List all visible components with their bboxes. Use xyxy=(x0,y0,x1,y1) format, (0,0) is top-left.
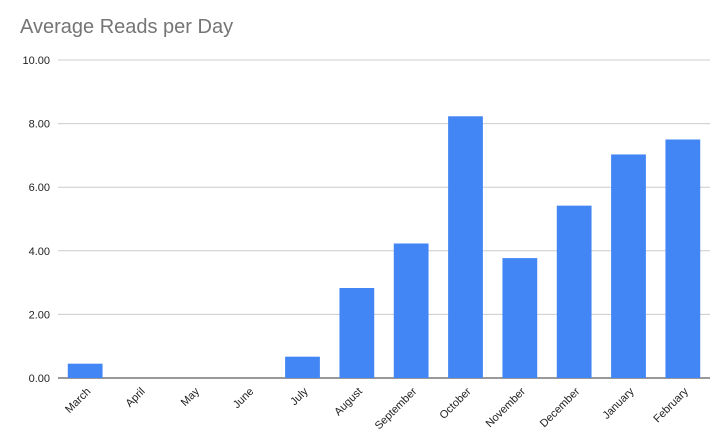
bar-august xyxy=(339,288,375,378)
x-tick-label: April xyxy=(124,386,148,410)
x-tick-label: September xyxy=(373,385,420,432)
y-tick-label: 4.00 xyxy=(29,246,50,258)
y-tick-label: 2.00 xyxy=(29,309,50,321)
x-tick-label: February xyxy=(651,385,691,425)
x-tick-label: October xyxy=(437,385,473,421)
chart-title: Average Reads per Day xyxy=(20,16,234,38)
x-tick-label: December xyxy=(538,385,583,430)
y-tick-label: 10.00 xyxy=(22,55,50,67)
x-tick-label: June xyxy=(231,386,256,411)
bar-july xyxy=(285,356,320,378)
x-tick-label: March xyxy=(63,386,93,416)
bar-november xyxy=(502,258,538,378)
y-tick-label: 8.00 xyxy=(29,119,50,131)
bar-december xyxy=(556,205,592,378)
bar-february xyxy=(665,139,701,378)
bar-september xyxy=(393,243,429,378)
bar-january xyxy=(611,154,646,378)
x-tick-label: November xyxy=(484,385,529,430)
x-tick-label: August xyxy=(332,386,365,419)
y-tick-label: 6.00 xyxy=(29,182,50,194)
x-tick-label: July xyxy=(288,385,311,408)
bar-march xyxy=(67,363,103,378)
x-tick-label: January xyxy=(600,385,637,422)
bar-october xyxy=(448,116,483,378)
y-tick-label: 0.00 xyxy=(29,373,50,385)
x-tick-label: May xyxy=(179,385,203,409)
